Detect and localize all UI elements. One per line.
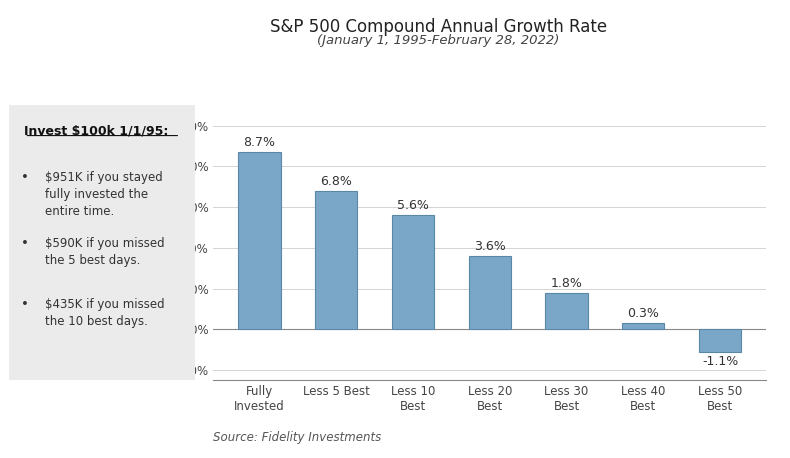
Bar xyxy=(239,152,280,329)
Text: $435K if you missed
the 10 best days.: $435K if you missed the 10 best days. xyxy=(45,298,164,328)
Bar xyxy=(699,329,741,352)
Text: 3.6%: 3.6% xyxy=(474,240,506,253)
Bar xyxy=(468,256,511,329)
Text: Source: Fidelity Investments: Source: Fidelity Investments xyxy=(213,431,382,444)
Text: S&P 500 Compound Annual Growth Rate: S&P 500 Compound Annual Growth Rate xyxy=(270,18,607,36)
Text: 5.6%: 5.6% xyxy=(397,199,429,212)
Bar xyxy=(623,323,664,329)
Text: $951K if you stayed
fully invested the
entire time.: $951K if you stayed fully invested the e… xyxy=(45,171,163,218)
Text: -1.1%: -1.1% xyxy=(702,354,738,368)
FancyBboxPatch shape xyxy=(9,105,195,380)
Text: 1.8%: 1.8% xyxy=(551,277,582,289)
Text: 8.7%: 8.7% xyxy=(243,136,276,149)
Text: 0.3%: 0.3% xyxy=(627,307,659,320)
Text: •: • xyxy=(21,237,28,250)
Bar xyxy=(315,191,357,329)
Bar xyxy=(545,293,588,329)
Text: 6.8%: 6.8% xyxy=(321,175,352,188)
Text: (January 1, 1995-February 28, 2022): (January 1, 1995-February 28, 2022) xyxy=(318,34,559,47)
Text: Invest $100k 1/1/95:: Invest $100k 1/1/95: xyxy=(24,125,169,137)
Bar xyxy=(392,215,434,329)
Text: $590K if you missed
the 5 best days.: $590K if you missed the 5 best days. xyxy=(45,237,164,267)
Text: •: • xyxy=(21,298,28,311)
Text: •: • xyxy=(21,171,28,184)
